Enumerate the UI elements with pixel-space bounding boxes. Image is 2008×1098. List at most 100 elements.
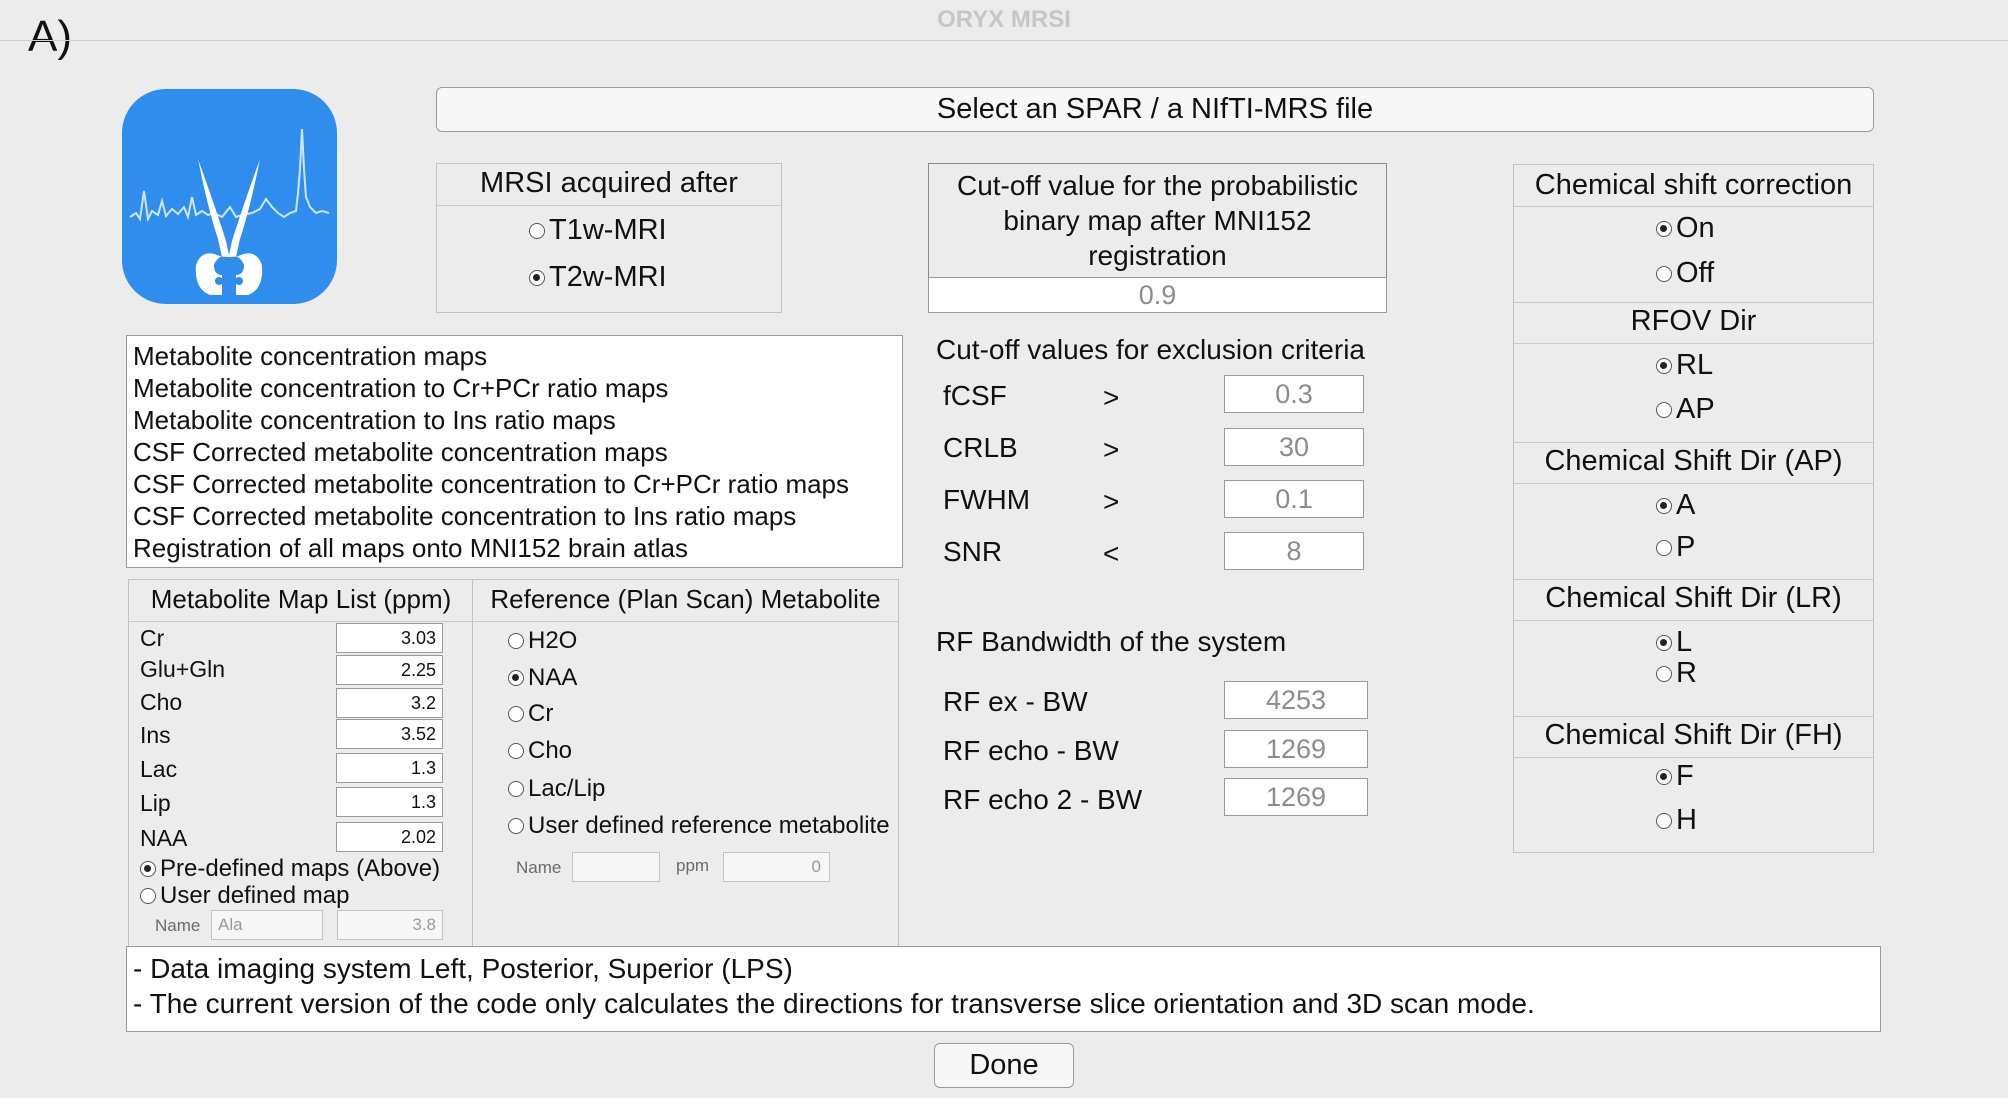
select-file-button[interactable]: Select an SPAR / a NIfTI-MRS file: [436, 87, 1874, 132]
radio-ref-h2o[interactable]: H2O: [508, 627, 577, 655]
radio-dot: [1656, 357, 1672, 374]
radio-cs-lr-r[interactable]: R: [1656, 657, 1697, 690]
radio-dot: [1656, 220, 1672, 237]
metabolite-ppm-field[interactable]: 3.52: [336, 719, 443, 749]
exclusion-field-fwhm[interactable]: 0.1: [1224, 480, 1364, 518]
radio-label: A: [1676, 489, 1696, 521]
output-item[interactable]: CSF Corrected metabolite concentration m…: [133, 437, 668, 467]
radio-label: User defined reference metabolite: [528, 812, 890, 839]
radio-dot: [1656, 634, 1672, 651]
ref-ppm-label: ppm: [676, 856, 710, 875]
rf-echo2-bw-field[interactable]: 1269: [1224, 778, 1368, 816]
output-item[interactable]: Metabolite concentration to Ins ratio ma…: [133, 405, 616, 435]
output-item[interactable]: Registration of all maps onto MNI152 bra…: [133, 533, 688, 563]
exclusion-name-crlb: CRLB: [943, 432, 1018, 463]
metabolite-name: Lac: [140, 756, 178, 782]
radio-cs-correction-on[interactable]: On: [1656, 212, 1715, 245]
radio-ref-laclip[interactable]: Lac/Lip: [508, 775, 605, 803]
radio-dot: [1656, 539, 1672, 556]
metabolite-name: Cr: [140, 625, 165, 651]
radio-ref-cho[interactable]: Cho: [508, 737, 572, 765]
radio-label: Lac/Lip: [528, 775, 606, 802]
ref-ppm-field[interactable]: 0: [723, 852, 830, 882]
radio-label: P: [1676, 531, 1696, 563]
radio-cs-fh-f[interactable]: F: [1656, 760, 1694, 793]
metabolite-map-title: Metabolite Map List (ppm): [150, 584, 452, 614]
radio-label: On: [1676, 212, 1715, 244]
reference-metabolite-title: Reference (Plan Scan) Metabolite: [490, 584, 881, 614]
output-item[interactable]: CSF Corrected metabolite concentration t…: [133, 501, 797, 531]
rf-bandwidth-title: RF Bandwidth of the system: [936, 626, 1287, 657]
rf-name: RF ex - BW: [943, 686, 1088, 717]
radio-user-defined-map[interactable]: User defined map: [140, 882, 349, 910]
exclusion-field-fcsf[interactable]: 0.3: [1224, 375, 1364, 413]
rf-name: RF echo 2 - BW: [943, 784, 1143, 815]
radio-ref-user-defined[interactable]: User defined reference metabolite: [508, 812, 890, 840]
radio-label: User defined map: [160, 882, 350, 909]
exclusion-field-crlb[interactable]: 30: [1224, 428, 1364, 466]
rf-echo-bw-field[interactable]: 1269: [1224, 730, 1368, 768]
metabolite-ppm-field[interactable]: 2.25: [336, 655, 443, 685]
oryx-app-icon: [122, 89, 337, 304]
note-line: - The current version of the code only c…: [133, 988, 1535, 1019]
radio-cs-lr-l[interactable]: L: [1656, 626, 1692, 659]
radio-cs-fh-h[interactable]: H: [1656, 804, 1697, 837]
radio-dot: [140, 888, 156, 904]
radio-rfov-rl[interactable]: RL: [1656, 349, 1713, 382]
radio-label: F: [1676, 760, 1694, 792]
exclusion-title: Cut-off values for exclusion criteria: [936, 334, 1365, 365]
radio-label: NAA: [528, 664, 578, 691]
group-title-cs-dir-fh: Chemical Shift Dir (FH): [1544, 719, 1843, 751]
rf-ex-bw-field[interactable]: 4253: [1224, 681, 1368, 719]
metabolite-ppm-field[interactable]: 1.3: [336, 753, 443, 783]
figure-label: A): [28, 12, 72, 61]
done-button[interactable]: Done: [934, 1043, 1074, 1088]
metabolite-ppm-field[interactable]: 3.2: [336, 688, 443, 718]
cutoff-value-field[interactable]: 0.9: [928, 277, 1387, 313]
radio-rfov-ap[interactable]: AP: [1656, 393, 1715, 426]
radio-dot: [529, 269, 545, 286]
metabolite-ppm-field[interactable]: 3.03: [336, 623, 443, 653]
user-map-name-field[interactable]: Ala: [211, 910, 323, 940]
note-line: - Data imaging system Left, Posterior, S…: [133, 953, 793, 984]
radio-dot: [508, 633, 524, 649]
radio-t1w-mri[interactable]: T1w-MRI: [529, 214, 667, 247]
exclusion-field-snr[interactable]: 8: [1224, 532, 1364, 570]
radio-dot: [1656, 768, 1672, 785]
output-item[interactable]: Metabolite concentration to Cr+PCr ratio…: [133, 373, 669, 403]
reference-metabolite-panel: Reference (Plan Scan) Metabolite: [472, 579, 899, 947]
radio-label: H: [1676, 804, 1697, 836]
output-item[interactable]: Metabolite concentration maps: [133, 341, 488, 371]
output-options-list[interactable]: Metabolite concentration maps Metabolite…: [126, 335, 903, 568]
radio-cs-correction-off[interactable]: Off: [1656, 257, 1714, 290]
exclusion-name-snr: SNR: [943, 536, 1003, 567]
radio-dot: [508, 818, 524, 834]
metabolite-ppm-field[interactable]: 2.02: [336, 822, 443, 852]
radio-cs-ap-p[interactable]: P: [1656, 531, 1695, 564]
radio-cs-ap-a[interactable]: A: [1656, 489, 1695, 522]
radio-label: H2O: [528, 627, 578, 654]
user-map-ppm-field[interactable]: 3.8: [337, 910, 443, 940]
group-title-cs-dir-lr: Chemical Shift Dir (LR): [1545, 582, 1842, 614]
cutoff-panel: Cut-off value for the probabilistic bina…: [928, 163, 1387, 313]
group-title-cs-dir-ap: Chemical Shift Dir (AP): [1544, 445, 1843, 477]
radio-dot: [1656, 665, 1672, 682]
radio-t2w-mri[interactable]: T2w-MRI: [529, 261, 667, 294]
ref-name-field[interactable]: [572, 852, 660, 882]
cutoff-title: Cut-off value for the probabilistic bina…: [956, 170, 1359, 271]
radio-label: T1w-MRI: [549, 214, 667, 246]
exclusion-name-fcsf: fCSF: [943, 380, 1007, 411]
group-title-rfov-dir: RFOV Dir: [1630, 305, 1757, 337]
metabolite-ppm-field[interactable]: 1.3: [336, 787, 443, 817]
radio-label: Pre-defined maps (Above): [160, 855, 441, 882]
radio-dot: [1656, 812, 1672, 829]
group-title-chemical-shift-correction: Chemical shift correction: [1534, 169, 1853, 201]
output-item[interactable]: CSF Corrected metabolite concentration t…: [133, 469, 850, 499]
radio-predefined-maps[interactable]: Pre-defined maps (Above): [140, 855, 440, 883]
radio-ref-naa[interactable]: NAA: [508, 664, 577, 692]
radio-ref-cr[interactable]: Cr: [508, 700, 553, 728]
radio-dot: [1656, 265, 1672, 282]
radio-label: T2w-MRI: [549, 261, 667, 293]
chemical-shift-panel: Chemical shift correction RFOV Dir Chemi…: [1513, 164, 1874, 853]
rf-name: RF echo - BW: [943, 735, 1119, 766]
